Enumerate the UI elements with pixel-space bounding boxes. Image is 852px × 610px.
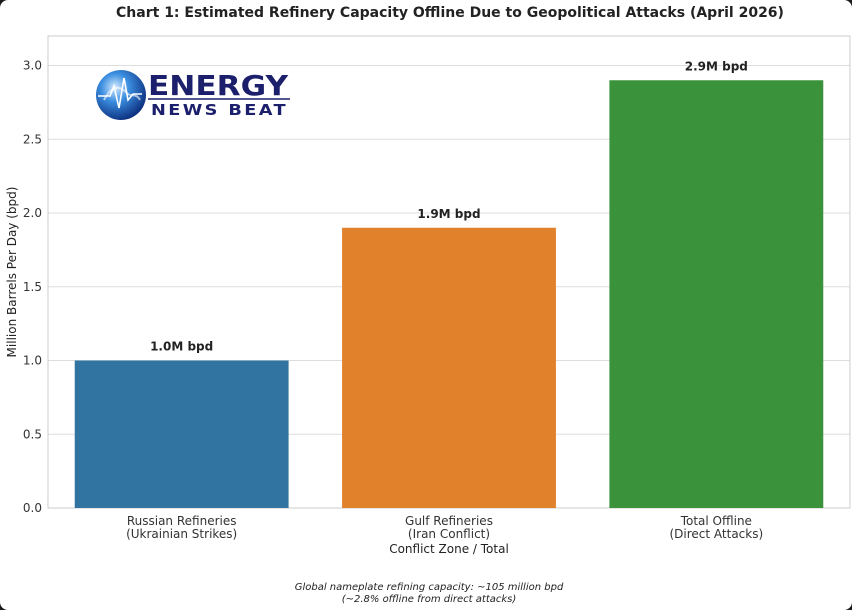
x-ticks: Russian Refineries(Ukrainian Strikes) Gul… — [126, 514, 763, 541]
x-tick-label: Total Offline — [680, 514, 752, 528]
footnote-line-1: Global nameplate refining capacity: ~105… — [295, 582, 564, 593]
y-axis-label: Million Barrels Per Day (bpd) — [5, 187, 19, 358]
x-tick-label: Russian Refineries — [127, 514, 237, 528]
y-tick-label: 0.5 — [23, 427, 42, 441]
y-tick-label: 1.0 — [23, 354, 42, 368]
x-tick-label: (Iran Conflict) — [408, 527, 490, 541]
footnote-line-2: (~2.8% offline from direct attacks) — [342, 594, 517, 605]
y-tick-label: 0.0 — [23, 501, 42, 515]
y-tick-label: 2.0 — [23, 206, 42, 220]
y-tick-label: 3.0 — [23, 59, 42, 73]
bar — [342, 227, 556, 508]
x-tick-label: (Direct Attacks) — [669, 527, 763, 541]
bar — [609, 80, 824, 508]
bar-value-label: 1.9M bpd — [417, 207, 480, 221]
x-axis-label: Conflict Zone / Total — [389, 542, 509, 556]
energy-news-beat-logo: ENERGY NEWS BEAT — [96, 69, 290, 120]
chart-title: Chart 1: Estimated Refinery Capacity Off… — [116, 5, 784, 21]
bar-value-label: 1.0M bpd — [150, 340, 213, 354]
y-ticks: 0.0 0.5 1.0 1.5 2.0 2.5 3.0 — [23, 59, 42, 516]
bars — [74, 80, 824, 508]
logo-energy-text: ENERGY — [148, 69, 289, 102]
heartbeat-icon — [98, 77, 142, 109]
bar — [74, 360, 289, 508]
y-tick-label: 2.5 — [23, 132, 42, 146]
y-tick-label: 1.5 — [23, 280, 42, 294]
bar-value-label: 2.9M bpd — [685, 59, 748, 73]
x-tick-label: (Ukrainian Strikes) — [126, 527, 237, 541]
logo-news-beat-text: NEWS BEAT — [151, 101, 288, 119]
x-tick-label: Gulf Refineries — [405, 514, 493, 528]
data-labels: 1.0M bpd 1.9M bpd 2.9M bpd — [150, 59, 748, 353]
